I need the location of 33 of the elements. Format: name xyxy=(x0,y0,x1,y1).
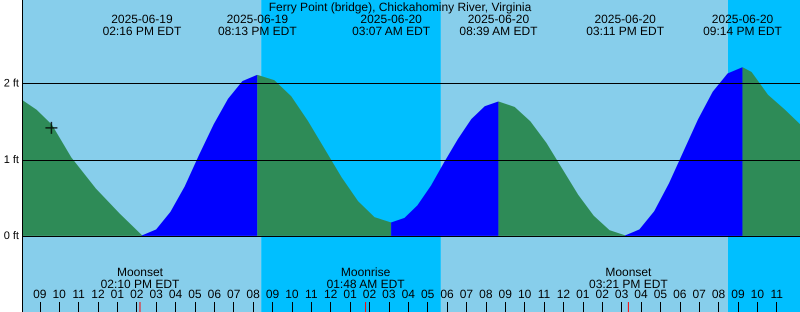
x-tick-label: 09 xyxy=(731,287,745,301)
x-tick-label: 08 xyxy=(479,287,493,301)
x-tick-label: 06 xyxy=(673,287,687,301)
annotation: 2025-06-20 08:39 AM EDT xyxy=(459,12,538,38)
x-tick-label: 10 xyxy=(750,287,764,301)
x-tick-label: 08 xyxy=(246,287,260,301)
x-tick-label: 12 xyxy=(556,287,570,301)
annotation: 2025-06-19 02:16 PM EDT xyxy=(102,12,182,38)
x-tick-label: 10 xyxy=(285,287,299,301)
x-tick-label: 06 xyxy=(440,287,454,301)
x-tick-label: 11 xyxy=(538,287,551,301)
annotation: 2025-06-20 03:07 AM EDT xyxy=(352,12,431,38)
x-tick-label: 09 xyxy=(33,287,47,301)
y-tick-label: 1 ft xyxy=(4,154,19,166)
chart-title: Ferry Point (bridge), Chickahominy River, Virginia xyxy=(268,0,532,14)
x-tick-label: 06 xyxy=(208,287,222,301)
y-tick-label: 0 ft xyxy=(4,230,19,242)
x-tick-label: 01 xyxy=(576,287,590,301)
x-tick-label: 05 xyxy=(420,287,435,301)
y-tick-label: 2 ft xyxy=(4,78,19,90)
x-tick-label: 11 xyxy=(72,287,86,301)
x-tick-label: 09 xyxy=(266,287,280,301)
x-tick-label: 10 xyxy=(518,287,532,301)
x-tick-label: 05 xyxy=(188,287,202,301)
x-tick-label: 11 xyxy=(305,287,318,301)
x-tick-label: 11 xyxy=(770,287,784,301)
x-tick-label: 07 xyxy=(227,287,241,301)
x-tick-label: 07 xyxy=(460,287,474,301)
annotation: 2025-06-20 03:11 PM EDT xyxy=(586,12,665,38)
x-tick-label: 10 xyxy=(52,287,66,301)
x-tick-label: 08 xyxy=(712,287,726,301)
x-tick-label: 09 xyxy=(498,287,512,301)
x-tick-label: 07 xyxy=(692,287,706,301)
